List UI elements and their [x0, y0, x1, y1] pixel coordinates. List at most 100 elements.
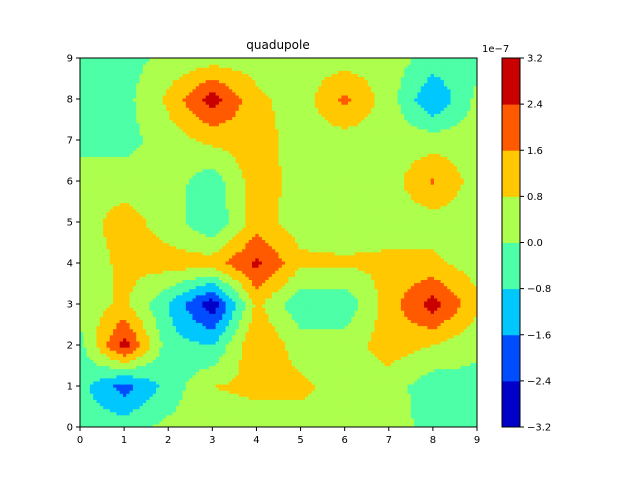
contour-cell: [99, 122, 104, 127]
contour-cell: [175, 227, 180, 231]
contour-cell: [172, 393, 177, 397]
contour-cell: [192, 224, 197, 228]
contour-cell: [215, 208, 220, 213]
contour-cell: [159, 310, 164, 314]
contour-cell: [166, 137, 170, 142]
contour-cell: [132, 119, 137, 124]
contour-cell: [109, 202, 114, 207]
contour-cell: [132, 328, 137, 333]
contour-cell: [96, 279, 101, 284]
contour-cell: [159, 383, 164, 388]
contour-cell: [109, 205, 114, 210]
contour-cell: [83, 174, 88, 179]
contour-cell: [109, 107, 114, 111]
contour-cell: [126, 184, 131, 188]
contour-cell: [175, 377, 180, 382]
contour-cell: [202, 107, 207, 111]
contour-cell: [205, 227, 210, 231]
contour-cell: [169, 340, 174, 345]
contour-cell: [172, 122, 177, 127]
contour-cell: [113, 383, 117, 388]
contour-cell: [172, 270, 177, 274]
contour-cell: [202, 113, 207, 118]
contour-cell: [199, 313, 204, 317]
contour-cell: [103, 82, 108, 87]
contour-cell: [123, 322, 127, 327]
contour-cell: [156, 202, 160, 207]
contour-cell: [99, 236, 104, 241]
contour-cell: [182, 137, 187, 142]
contour-cell: [182, 316, 187, 320]
contour-cell: [175, 134, 180, 139]
contour-cell: [119, 390, 124, 394]
contour-cell: [175, 408, 180, 413]
contour-cell: [119, 405, 124, 410]
contour-cell: [96, 288, 101, 293]
contour-cell: [172, 150, 177, 154]
contour-cell: [80, 116, 84, 121]
contour-cell: [129, 70, 134, 74]
contour-cell: [113, 110, 117, 114]
contour-cell: [80, 107, 84, 111]
contour-cell: [142, 328, 147, 333]
contour-cell: [205, 294, 210, 299]
contour-cell: [202, 393, 207, 397]
contour-cell: [132, 408, 137, 413]
contour-cell: [199, 310, 204, 314]
contour-cell: [146, 291, 151, 296]
contour-cell: [169, 307, 174, 311]
contour-cell: [166, 377, 170, 382]
contour-cell: [209, 350, 213, 354]
contour-cell: [96, 334, 101, 339]
contour-cell: [103, 399, 108, 403]
contour-cell: [146, 402, 151, 407]
contour-cell: [126, 334, 131, 339]
contour-cell: [126, 297, 131, 302]
contour-cell: [202, 319, 207, 324]
contour-cell: [83, 70, 88, 74]
contour-cell: [99, 224, 104, 228]
contour-cell: [109, 141, 114, 145]
contour-cell: [136, 380, 141, 385]
contour-cell: [146, 300, 151, 305]
contour-cell: [139, 171, 144, 176]
contour-cell: [185, 187, 190, 191]
contour-cell: [119, 94, 124, 99]
contour-cell: [99, 202, 104, 207]
contour-cell: [162, 307, 167, 311]
contour-cell: [123, 116, 127, 121]
contour-cell: [202, 171, 207, 176]
contour-cell: [166, 116, 170, 121]
contour-cell: [113, 150, 117, 154]
contour-cell: [132, 350, 137, 354]
contour-cell: [136, 233, 141, 237]
contour-cell: [199, 304, 204, 308]
contour-cell: [182, 334, 187, 339]
contour-cell: [182, 411, 187, 416]
contour-cell: [142, 371, 147, 376]
contour-cell: [89, 393, 94, 397]
contour-cell: [199, 82, 204, 87]
contour-cell: [156, 313, 160, 317]
contour-cell: [209, 294, 213, 299]
contour-cell: [175, 248, 180, 253]
contour-cell: [212, 248, 217, 253]
contour-cell: [139, 165, 144, 170]
contour-cell: [106, 334, 111, 339]
contour-cell: [146, 125, 151, 130]
contour-cell: [162, 174, 167, 179]
contour-cell: [179, 390, 184, 394]
contour-cell: [192, 291, 197, 296]
contour-cell: [86, 224, 91, 228]
contour-cell: [139, 104, 144, 108]
contour-cell: [179, 196, 184, 201]
contour-cell: [96, 347, 101, 351]
contour-cell: [89, 316, 94, 320]
contour-cell: [142, 134, 147, 139]
contour-cell: [129, 291, 134, 296]
contour-cell: [113, 70, 117, 74]
contour-cell: [212, 233, 217, 237]
contour-cell: [149, 270, 154, 274]
contour-cell: [159, 288, 164, 293]
contour-cell: [205, 156, 210, 161]
